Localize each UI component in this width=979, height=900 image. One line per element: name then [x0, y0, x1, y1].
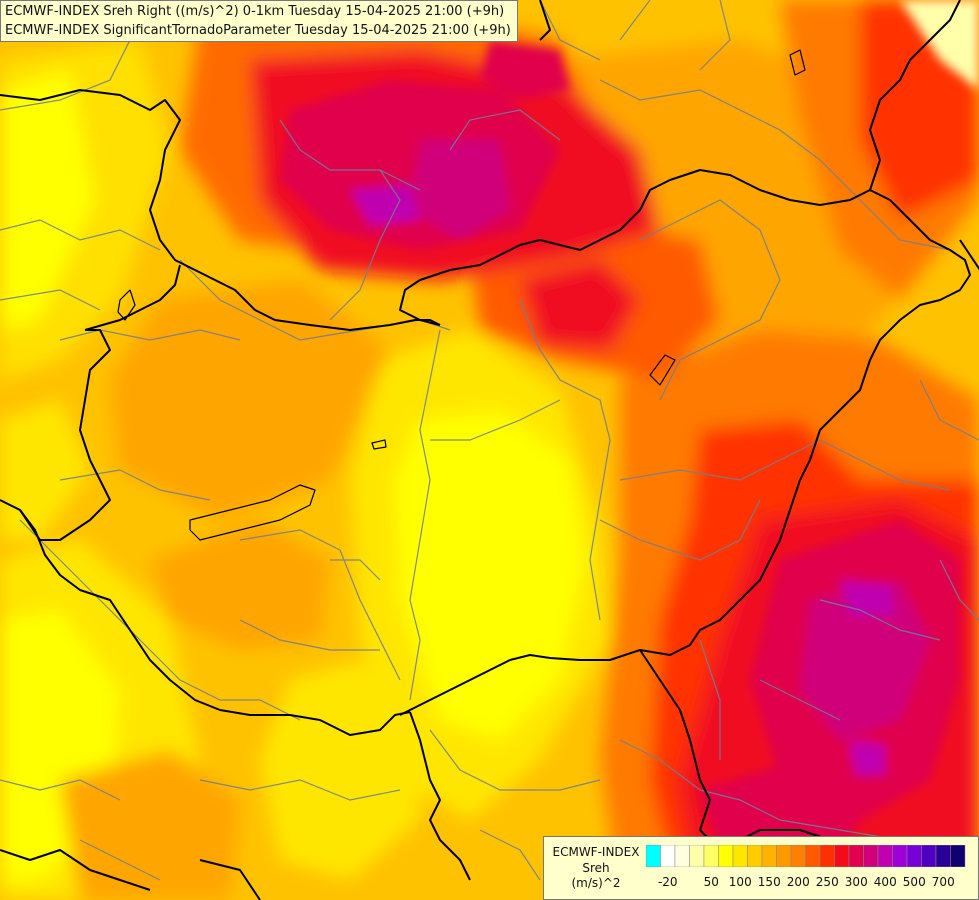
map-title-line-1: ECMWF-INDEX Sreh Right ((m/s)^2) 0-1km T…	[5, 4, 505, 19]
legend-swatch	[805, 845, 821, 867]
legend-swatch	[703, 845, 719, 867]
legend-swatch	[718, 845, 734, 867]
legend-swatch	[863, 845, 879, 867]
legend-swatch	[747, 845, 763, 867]
legend-tick-labels: -20 50 100 150 200 250 300 400 500 700	[646, 875, 976, 891]
legend-tick-label: -20	[657, 875, 678, 889]
legend-swatch	[906, 845, 922, 867]
legend-title-line-1: ECMWF-INDEX	[552, 845, 640, 859]
legend-swatch	[689, 845, 705, 867]
legend-tick-label: 100	[728, 875, 752, 889]
legend-swatch	[674, 845, 690, 867]
legend-swatch	[935, 845, 951, 867]
legend-swatch	[732, 845, 748, 867]
legend-swatch	[848, 845, 864, 867]
legend-title-line-2: Sreh	[582, 860, 610, 875]
legend-swatch	[646, 845, 661, 867]
legend-tick-label: 250	[815, 875, 839, 889]
color-legend: ECMWF-INDEX Sreh (m/s)^2 -20 50 100 150 200 2…	[543, 836, 979, 900]
legend-title: ECMWF-INDEX Sreh (m/s)^2	[546, 845, 646, 892]
map-title-box: ECMWF-INDEX Sreh Right ((m/s)^2) 0-1km T…	[0, 0, 518, 42]
legend-tick-label: 500	[902, 875, 926, 889]
legend-swatch	[921, 845, 937, 867]
legend-swatch	[892, 845, 908, 867]
legend-tick-label: 700	[931, 875, 955, 889]
rivers-and-regions	[0, 0, 979, 881]
legend-swatch	[819, 845, 835, 867]
legend-tick-label: 150	[757, 875, 781, 889]
legend-swatch	[776, 845, 792, 867]
map-title-line-2: ECMWF-INDEX SignificantTornadoParameter …	[5, 23, 511, 38]
legend-swatch	[761, 845, 777, 867]
legend-swatch	[790, 845, 806, 867]
legend-tick-label: 200	[786, 875, 810, 889]
legend-swatch	[950, 845, 966, 867]
legend-swatch	[834, 845, 850, 867]
legend-color-scale	[646, 845, 966, 867]
legend-tick-label: 50	[703, 875, 719, 889]
legend-title-line-3: (m/s)^2	[571, 876, 621, 890]
legend-swatch	[660, 845, 676, 867]
legend-tick-label: 300	[844, 875, 868, 889]
legend-tick-label: 400	[873, 875, 897, 889]
legend-swatch	[877, 845, 893, 867]
